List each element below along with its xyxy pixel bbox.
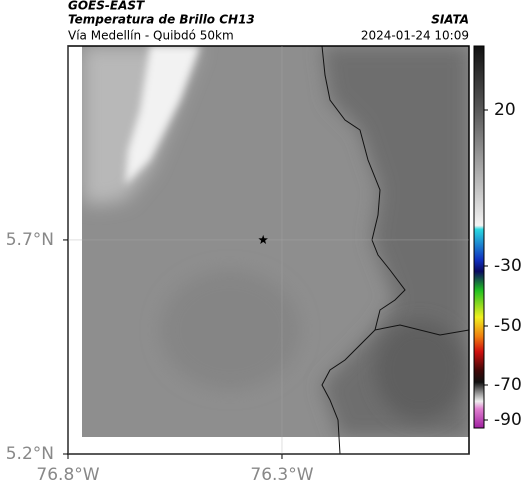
source: SIATA [431, 13, 469, 27]
colorbar-tick-label: -90 [494, 410, 522, 430]
colorbar [473, 45, 485, 429]
colorbar-tick-label: -50 [494, 316, 522, 336]
y-tick-label: 5.7°N [6, 230, 54, 250]
subtitle: Temperatura de Brillo CH13 [68, 13, 255, 27]
colorbar-tick-label: -70 [494, 375, 522, 395]
colorbar-tick-label: -30 [494, 256, 522, 276]
border [321, 45, 470, 455]
colorbar-tick-label: 20 [494, 100, 516, 120]
location-marker [258, 234, 268, 244]
title: GOES-EAST [68, 0, 145, 13]
header: GOES-EAST Temperatura de Brillo CH13 SIA… [68, 0, 469, 43]
y-tick-label: 5.2°N [6, 444, 54, 464]
datetime: 2024-01-24 10:09 [361, 29, 469, 43]
x-tick-label: 76.8°W [36, 465, 99, 485]
region: Vía Medellín - Quibdó 50km [68, 29, 234, 43]
satellite-image [82, 46, 469, 437]
x-tick-label: 76.3°W [250, 465, 313, 485]
